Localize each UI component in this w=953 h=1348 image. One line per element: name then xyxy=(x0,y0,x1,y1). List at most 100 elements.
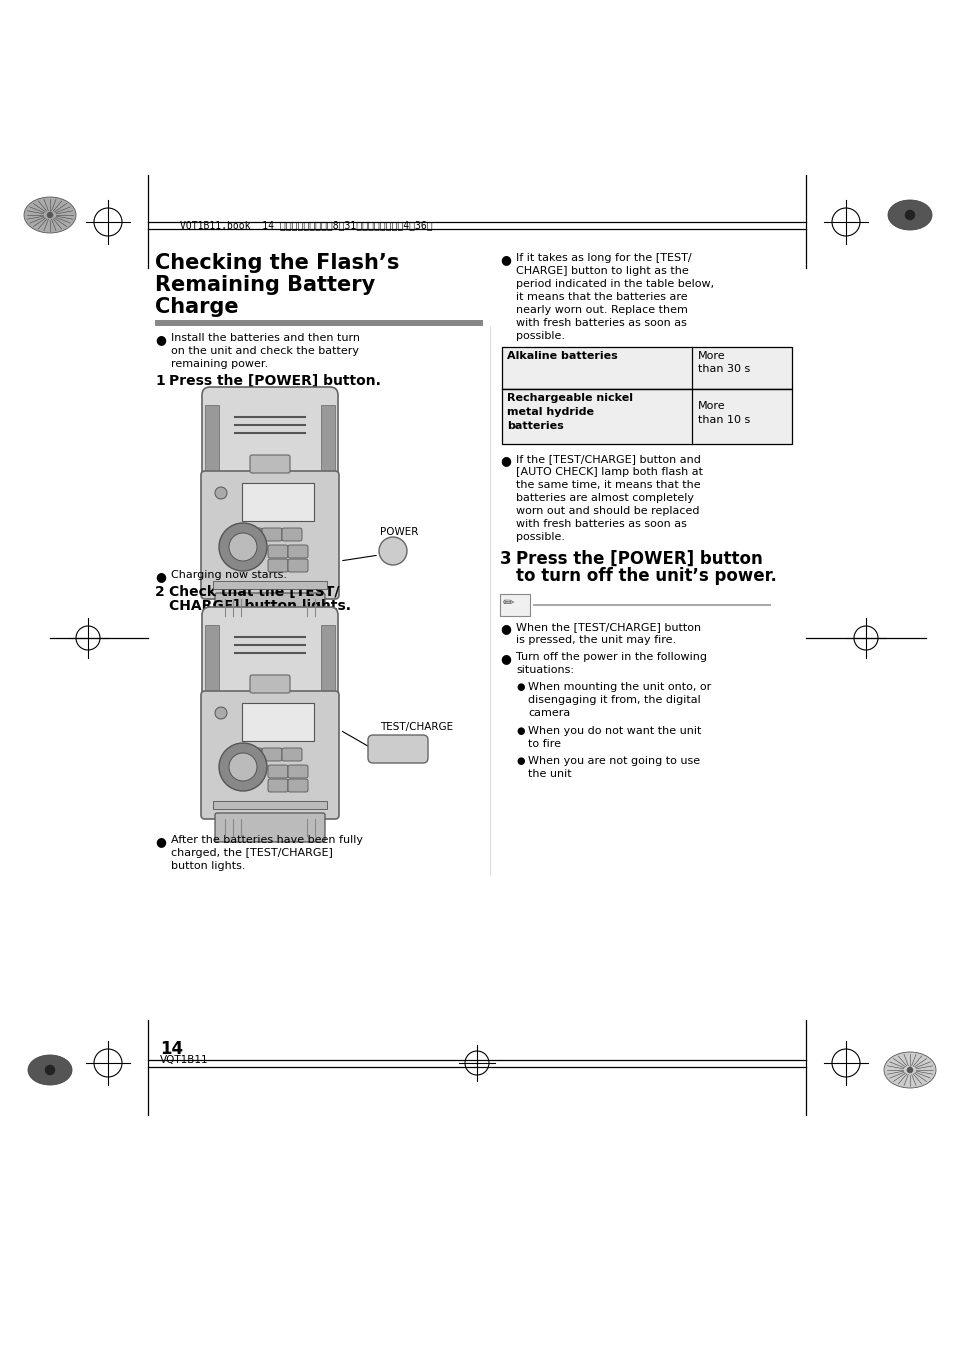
Text: period indicated in the table below,: period indicated in the table below, xyxy=(516,279,714,288)
FancyBboxPatch shape xyxy=(282,528,302,541)
Text: ●: ● xyxy=(499,253,511,266)
Text: Press the [POWER] button: Press the [POWER] button xyxy=(516,550,762,568)
Text: possible.: possible. xyxy=(516,332,564,341)
Circle shape xyxy=(47,212,53,218)
Text: Checking the Flash’s: Checking the Flash’s xyxy=(154,253,399,274)
Text: VQT1B11.book  14 ページ　２００６年8月31日　木曜日　午後4時36分: VQT1B11.book 14 ページ ２００６年8月31日 木曜日 午後4時3… xyxy=(180,220,432,231)
Text: 1: 1 xyxy=(154,373,165,388)
Circle shape xyxy=(905,1066,912,1073)
Text: 2: 2 xyxy=(154,585,165,599)
Text: Rechargeable nickel: Rechargeable nickel xyxy=(506,394,633,403)
Circle shape xyxy=(219,743,267,791)
Text: 3: 3 xyxy=(499,550,511,568)
Text: it means that the batteries are: it means that the batteries are xyxy=(516,293,687,302)
FancyBboxPatch shape xyxy=(201,692,338,820)
Text: than 30 s: than 30 s xyxy=(698,364,749,373)
Bar xyxy=(320,404,335,470)
Text: than 10 s: than 10 s xyxy=(698,415,749,425)
Text: possible.: possible. xyxy=(516,532,564,542)
Text: ●: ● xyxy=(499,454,511,466)
Ellipse shape xyxy=(887,200,931,231)
Text: TEST/CHARGE: TEST/CHARGE xyxy=(379,723,453,732)
Text: Charge: Charge xyxy=(154,297,238,317)
FancyBboxPatch shape xyxy=(202,387,337,483)
Circle shape xyxy=(378,537,407,565)
Text: Alkaline batteries: Alkaline batteries xyxy=(506,350,618,361)
FancyBboxPatch shape xyxy=(368,735,428,763)
FancyBboxPatch shape xyxy=(201,470,338,599)
Text: with fresh batteries as soon as: with fresh batteries as soon as xyxy=(516,519,686,528)
Text: 14: 14 xyxy=(160,1041,183,1058)
Circle shape xyxy=(219,523,267,572)
Bar xyxy=(242,704,314,741)
FancyBboxPatch shape xyxy=(202,607,337,704)
Text: batteries are almost completely: batteries are almost completely xyxy=(516,493,693,503)
Text: Remaining Battery: Remaining Battery xyxy=(154,275,375,295)
FancyBboxPatch shape xyxy=(214,593,325,621)
Text: VQT1B11: VQT1B11 xyxy=(160,1055,209,1065)
FancyBboxPatch shape xyxy=(288,559,308,572)
Text: disengaging it from, the digital: disengaging it from, the digital xyxy=(527,696,700,705)
Text: nearly worn out. Replace them: nearly worn out. Replace them xyxy=(516,305,687,315)
Text: More: More xyxy=(698,350,725,361)
FancyBboxPatch shape xyxy=(282,748,302,762)
Text: ●: ● xyxy=(499,621,511,635)
FancyBboxPatch shape xyxy=(268,545,288,558)
FancyBboxPatch shape xyxy=(288,766,308,778)
Text: When you are not going to use: When you are not going to use xyxy=(527,756,700,766)
FancyBboxPatch shape xyxy=(268,766,288,778)
Text: After the batteries have been fully: After the batteries have been fully xyxy=(171,834,363,845)
Text: ●: ● xyxy=(516,727,524,736)
Text: to fire: to fire xyxy=(527,739,560,749)
Text: If the [TEST/CHARGE] button and: If the [TEST/CHARGE] button and xyxy=(516,454,700,464)
Text: the same time, it means that the: the same time, it means that the xyxy=(516,480,700,491)
Text: CHARGE] button lights.: CHARGE] button lights. xyxy=(169,599,351,613)
Circle shape xyxy=(45,1065,55,1076)
Circle shape xyxy=(229,754,256,780)
Text: Charging now starts.: Charging now starts. xyxy=(171,570,287,580)
Text: CHARGE] button to light as the: CHARGE] button to light as the xyxy=(516,266,688,276)
Bar xyxy=(213,581,327,589)
Ellipse shape xyxy=(28,1055,71,1085)
FancyBboxPatch shape xyxy=(262,528,282,541)
Ellipse shape xyxy=(24,197,76,233)
Bar xyxy=(320,625,335,690)
Circle shape xyxy=(214,706,227,718)
Text: remaining power.: remaining power. xyxy=(171,359,268,369)
Text: to turn off the unit’s power.: to turn off the unit’s power. xyxy=(516,568,776,585)
Text: charged, the [TEST/CHARGE]: charged, the [TEST/CHARGE] xyxy=(171,848,333,857)
Text: ●: ● xyxy=(516,756,524,766)
Circle shape xyxy=(214,487,227,499)
Text: Check that the [TEST/: Check that the [TEST/ xyxy=(169,585,339,599)
Bar xyxy=(205,404,219,470)
FancyBboxPatch shape xyxy=(214,813,325,842)
Text: batteries: batteries xyxy=(506,421,563,431)
Text: situations:: situations: xyxy=(516,665,574,675)
Circle shape xyxy=(903,210,914,220)
FancyBboxPatch shape xyxy=(250,456,290,473)
Text: More: More xyxy=(698,400,725,411)
FancyBboxPatch shape xyxy=(262,748,282,762)
Text: POWER: POWER xyxy=(379,527,418,537)
Text: metal hydride: metal hydride xyxy=(506,407,594,417)
Text: worn out and should be replaced: worn out and should be replaced xyxy=(516,506,699,516)
Bar xyxy=(501,346,791,390)
Text: the unit: the unit xyxy=(527,768,571,779)
Text: button lights.: button lights. xyxy=(171,861,245,871)
Text: camera: camera xyxy=(527,708,570,718)
Bar xyxy=(242,483,314,520)
Bar xyxy=(213,801,327,809)
FancyBboxPatch shape xyxy=(250,675,290,693)
Text: ●: ● xyxy=(516,682,524,692)
Text: ●: ● xyxy=(154,570,166,582)
FancyBboxPatch shape xyxy=(288,545,308,558)
Text: Install the batteries and then turn: Install the batteries and then turn xyxy=(171,333,359,342)
Text: on the unit and check the battery: on the unit and check the battery xyxy=(171,346,358,356)
Ellipse shape xyxy=(883,1051,935,1088)
Bar xyxy=(205,625,219,690)
Text: [AUTO CHECK] lamp both flash at: [AUTO CHECK] lamp both flash at xyxy=(516,466,702,477)
Text: with fresh batteries as soon as: with fresh batteries as soon as xyxy=(516,318,686,328)
Text: If it takes as long for the [TEST/: If it takes as long for the [TEST/ xyxy=(516,253,691,263)
FancyBboxPatch shape xyxy=(288,779,308,793)
Text: is pressed, the unit may fire.: is pressed, the unit may fire. xyxy=(516,635,676,644)
